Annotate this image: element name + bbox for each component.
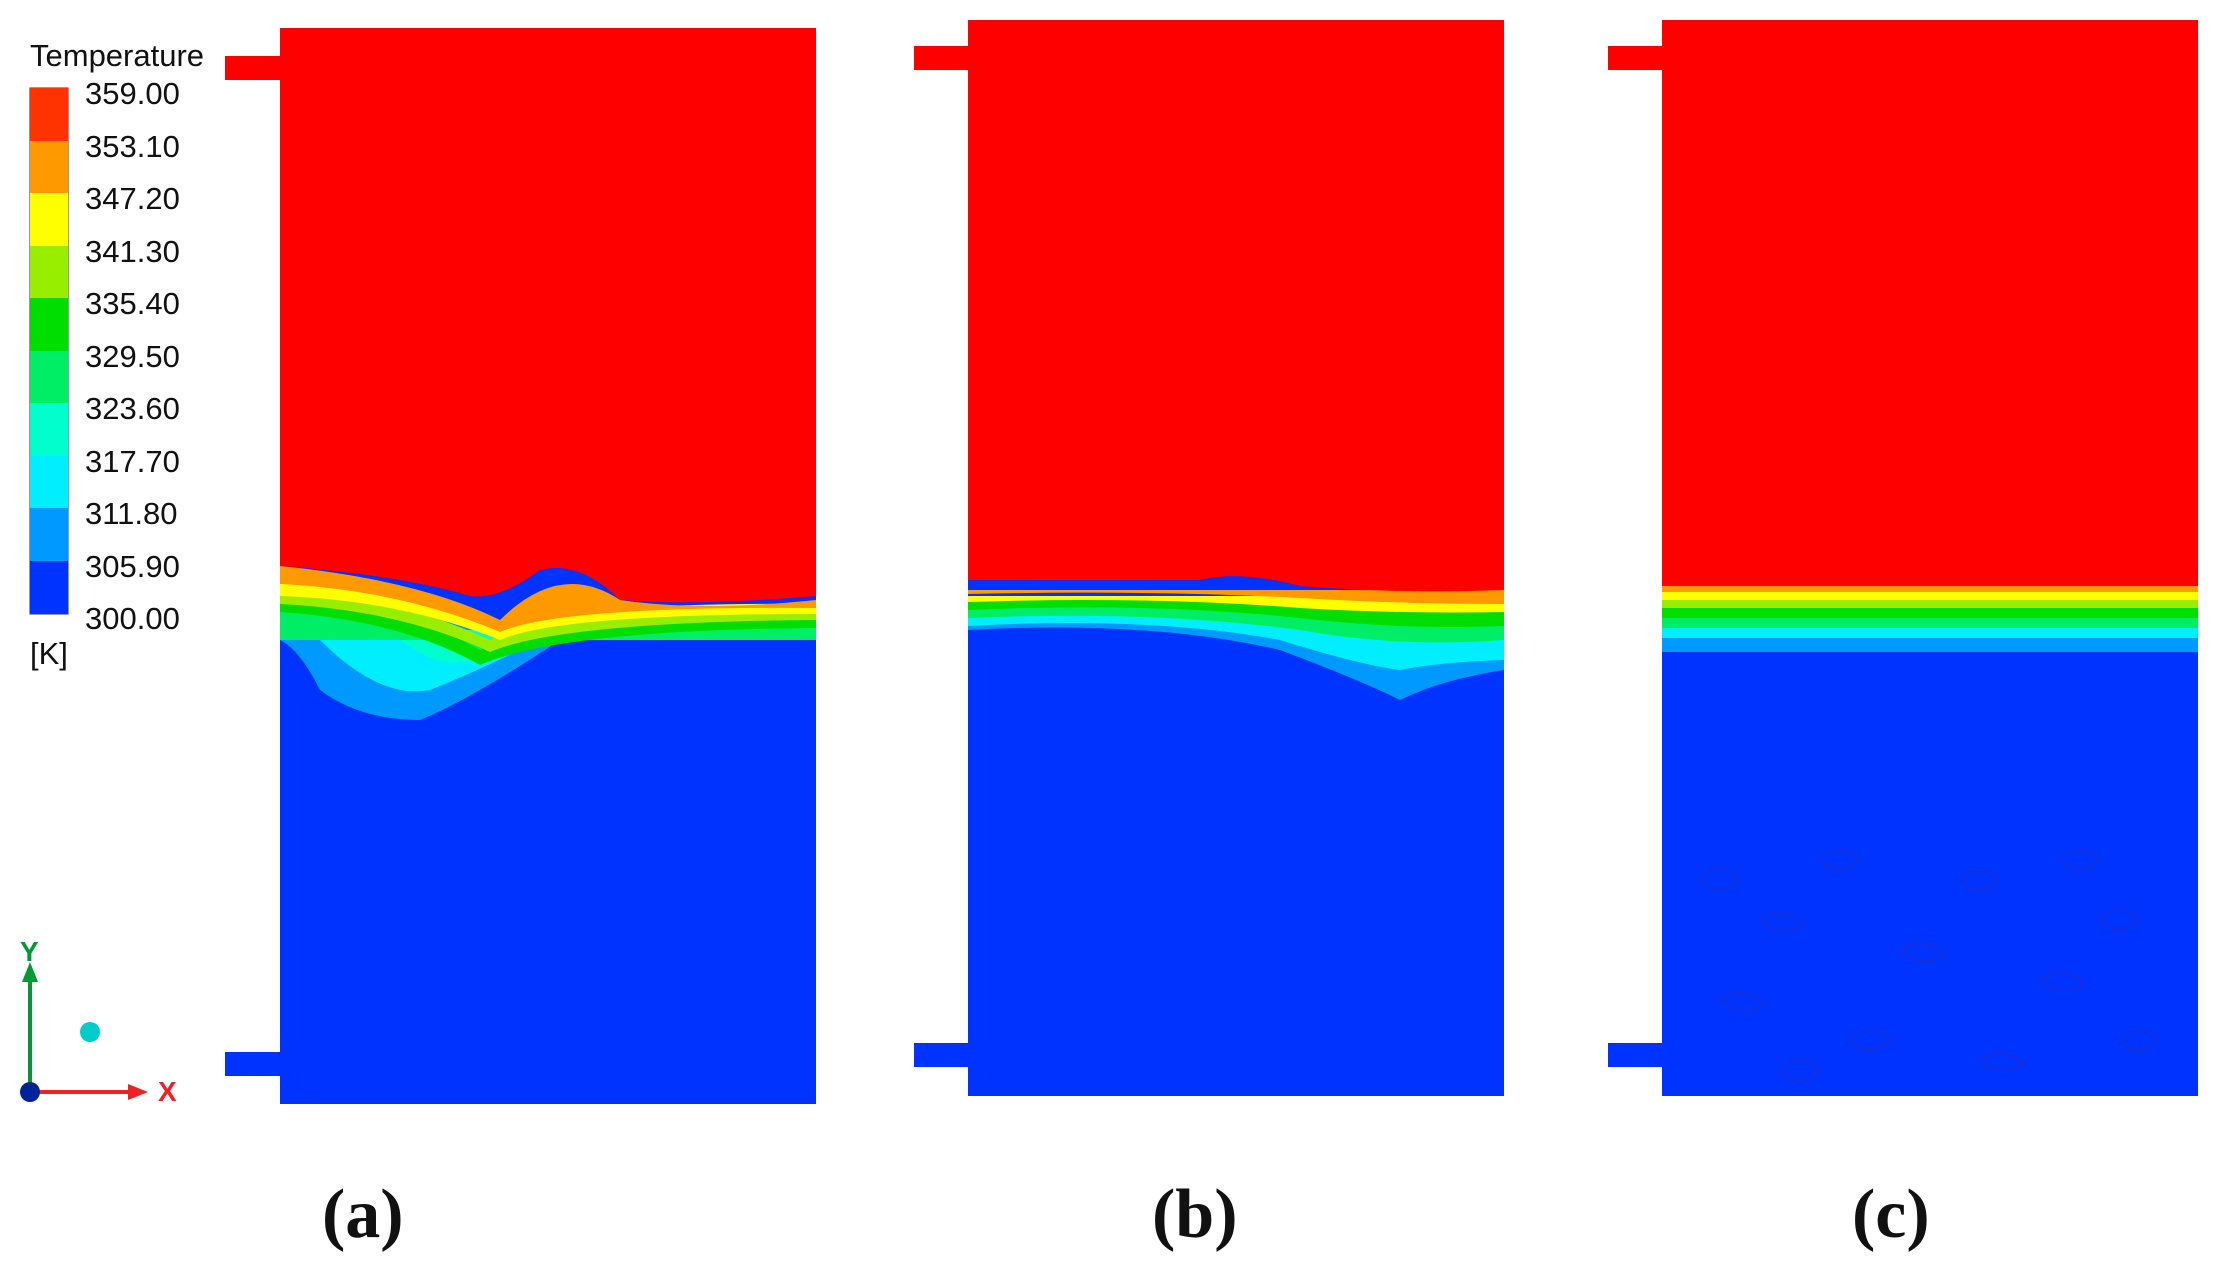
legend-tick: 300.00 xyxy=(85,601,180,636)
panel-a-inlet-bottom xyxy=(225,1052,282,1076)
legend-unit: [K] xyxy=(30,636,68,671)
legend-tick: 347.20 xyxy=(85,181,180,216)
y-axis-label: Y xyxy=(20,936,39,967)
axis-triad xyxy=(20,962,148,1102)
panel-label-b: (b) xyxy=(1152,1176,1238,1253)
panel-b-inlet-top xyxy=(914,46,971,70)
legend-tick: 311.80 xyxy=(85,496,178,531)
legend-tick: 341.30 xyxy=(85,234,180,269)
panel-c-contour xyxy=(1608,20,2198,1096)
panel-label-c: (c) xyxy=(1852,1176,1930,1253)
legend-tick: 305.90 xyxy=(85,549,180,584)
legend-tick: 317.70 xyxy=(85,444,180,479)
legend-tick: 353.10 xyxy=(85,129,180,164)
legend-tick: 335.40 xyxy=(85,286,180,321)
panel-b-contour xyxy=(914,20,1504,1096)
panel-a-inlet-top xyxy=(225,56,282,80)
panel-b-inlet-bottom xyxy=(914,1043,971,1067)
legend-colorbar xyxy=(29,87,69,615)
legend-title: Temperature xyxy=(30,38,205,73)
legend-tick: 323.60 xyxy=(85,391,180,426)
panel-a-contour xyxy=(225,28,816,1104)
panel-label-a: (a) xyxy=(322,1176,404,1253)
x-axis-label: X xyxy=(158,1076,177,1107)
panel-c-inlet-bottom xyxy=(1608,1043,1665,1067)
panel-c-inlet-top xyxy=(1608,46,1665,70)
legend-tick: 329.50 xyxy=(85,339,180,374)
legend-tick: 359.00 xyxy=(85,76,180,111)
